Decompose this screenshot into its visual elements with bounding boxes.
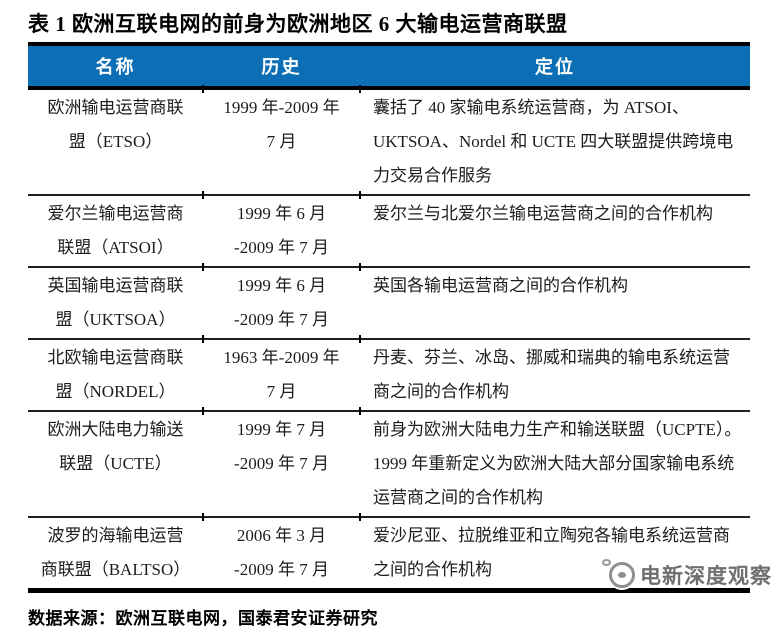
cell-position: 囊括了 40 家输电系统运营商，为 ATSOI、UKTSOA、Nordel 和 …	[373, 98, 734, 185]
cell-history: 1999 年 6 月 -2009 年 7 月	[203, 196, 360, 266]
cell-history-line: -2009 年 7 月	[234, 454, 329, 473]
watermark-eye-icon	[618, 572, 626, 578]
cell-history-line: 1999 年-2009 年	[223, 98, 340, 117]
report-table-block: 表 1 欧洲互联电网的前身为欧洲地区 6 大输电运营商联盟 名称 历史 定位 欧…	[28, 6, 750, 629]
cell-history-line: 1999 年 6 月	[236, 204, 327, 223]
table-body: 欧洲输电运营商联 盟（ETSO） 1999 年-2009 年 7 月 囊括了 4…	[28, 85, 750, 588]
watermark-bubble-icon	[602, 559, 611, 566]
cell-name: 欧洲输电运营商联 盟（ETSO）	[28, 90, 203, 160]
cell-history-line: 7 月	[266, 132, 297, 151]
watermark: 电新深度观察	[602, 559, 772, 590]
cell-name: 爱尔兰输电运营商 联盟（ATSOI）	[28, 196, 203, 266]
cell-position: 前身为欧洲大陆电力生产和输送联盟（UCPTE）。1999 年重新定义为欧洲大陆大…	[373, 420, 742, 507]
cell-history-line: 1963 年-2009 年	[223, 348, 340, 367]
cell-name-line: 爱尔兰输电运营商	[47, 204, 184, 223]
data-source-note: 数据来源：欧洲互联电网，国泰君安证券研究	[28, 609, 378, 628]
cell-name-line: 波罗的海输电运营	[47, 526, 184, 545]
table-header-row: 名称 历史 定位	[28, 46, 750, 86]
cell-history-line: -2009 年 7 月	[234, 560, 329, 579]
cell-name: 波罗的海输电运营 商联盟（BALTSO）	[28, 518, 203, 588]
cell-history-line: 1999 年 6 月	[236, 276, 327, 295]
cell-name-line: 欧洲大陆电力输送	[47, 420, 184, 439]
cell-name-line: 北欧输电运营商联	[47, 348, 184, 367]
table-row-nordel: 北欧输电运营商联 盟（NORDEL） 1963 年-2009 年 7 月 丹麦、…	[28, 335, 750, 412]
cell-history: 1999 年-2009 年 7 月	[203, 90, 360, 160]
cell-history-line: 1999 年 7 月	[236, 420, 327, 439]
cell-history-line: -2009 年 7 月	[234, 310, 329, 329]
column-header-name: 名称	[95, 57, 136, 77]
cell-position: 英国各输电运营商之间的合作机构	[373, 276, 628, 295]
cell-history: 1999 年 6 月 -2009 年 7 月	[203, 268, 360, 338]
cell-name-line: 盟（ETSO）	[68, 132, 163, 151]
cell-history-line: -2009 年 7 月	[234, 238, 329, 257]
cell-name-line: 欧洲输电运营商联	[47, 98, 184, 117]
table-row-etso: 欧洲输电运营商联 盟（ETSO） 1999 年-2009 年 7 月 囊括了 4…	[28, 85, 750, 196]
table-title: 表 1 欧洲互联电网的前身为欧洲地区 6 大输电运营商联盟	[28, 12, 568, 36]
cell-name: 英国输电运营商联 盟（UKTSOA）	[28, 268, 203, 338]
cell-name-line: 联盟（UCTE）	[59, 454, 172, 473]
cell-name-line: 英国输电运营商联	[47, 276, 184, 295]
cell-name: 北欧输电运营商联 盟（NORDEL）	[28, 340, 203, 410]
cell-history: 2006 年 3 月 -2009 年 7 月	[203, 518, 360, 588]
cell-name-line: 商联盟（BALTSO）	[40, 560, 191, 579]
cell-history: 1963 年-2009 年 7 月	[203, 340, 360, 410]
header-bottom-rule	[28, 86, 750, 90]
cell-position: 丹麦、芬兰、冰岛、挪威和瑞典的输电系统运营商之间的合作机构	[373, 348, 730, 401]
table-row-ucte: 欧洲大陆电力输送 联盟（UCTE） 1999 年 7 月 -2009 年 7 月…	[28, 407, 750, 518]
cell-name-line: 联盟（ATSOI）	[57, 238, 174, 257]
cell-position: 爱尔兰与北爱尔兰输电运营商之间的合作机构	[373, 204, 713, 223]
cell-history-line: 2006 年 3 月	[236, 526, 327, 545]
cell-position: 爱沙尼亚、拉脱维亚和立陶宛各输电系统运营商之间的合作机构	[373, 526, 730, 579]
table-bottom-rule	[28, 588, 750, 593]
cell-history: 1999 年 7 月 -2009 年 7 月	[203, 412, 360, 482]
watermark-text: 电新深度观察	[640, 564, 772, 588]
table-row-baltso: 波罗的海输电运营 商联盟（BALTSO） 2006 年 3 月 -2009 年 …	[28, 513, 750, 588]
column-header-position: 定位	[535, 57, 575, 77]
watermark-logo-icon	[602, 559, 635, 588]
table-top-rule	[28, 42, 750, 46]
column-header-history: 历史	[261, 57, 302, 77]
table-row-uktsoa: 英国输电运营商联 盟（UKTSOA） 1999 年 6 月 -2009 年 7 …	[28, 263, 750, 340]
cell-name-line: 盟（UKTSOA）	[55, 310, 176, 329]
table-row-atsoi: 爱尔兰输电运营商 联盟（ATSOI） 1999 年 6 月 -2009 年 7 …	[28, 191, 750, 268]
cell-name: 欧洲大陆电力输送 联盟（UCTE）	[28, 412, 203, 482]
cell-name-line: 盟（NORDEL）	[55, 382, 176, 401]
cell-history-line: 7 月	[266, 382, 297, 401]
